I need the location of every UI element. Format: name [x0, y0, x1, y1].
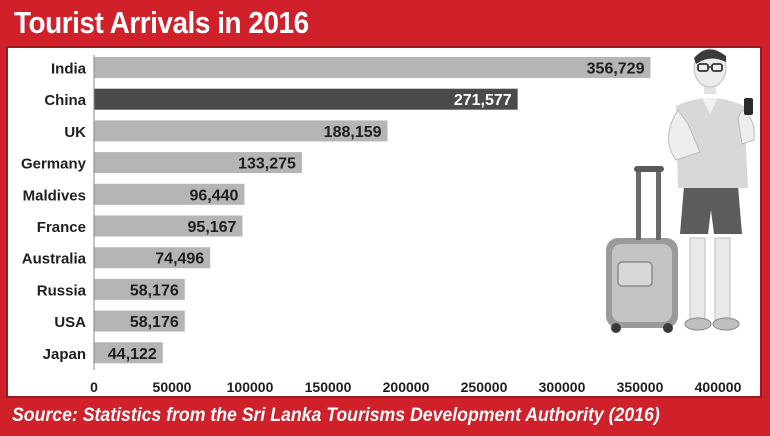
bar-japan — [94, 342, 163, 364]
x-tick-label: 400000 — [695, 379, 742, 395]
category-label: Australia — [22, 251, 87, 268]
data-label: 271,577 — [454, 92, 512, 109]
data-label: 58,176 — [130, 314, 179, 331]
x-tick-label: 100000 — [227, 379, 274, 395]
category-label: USA — [54, 314, 86, 331]
x-tick-label: 0 — [90, 379, 98, 395]
bar-australia — [94, 247, 211, 269]
bar-maldives — [94, 183, 245, 205]
data-label: 356,729 — [587, 61, 645, 78]
source-note: Source: Statistics from the Sri Lanka To… — [12, 405, 660, 426]
category-label: France — [37, 219, 86, 236]
category-label: Germany — [21, 156, 87, 173]
data-label: 74,496 — [155, 251, 204, 268]
bar-france — [94, 215, 243, 237]
bar-germany — [94, 152, 302, 174]
x-tick-label: 50000 — [153, 379, 192, 395]
bars-layer: India 356,729 China 271,577 UK 188,159 Germany… — [21, 57, 651, 364]
bar-usa — [94, 310, 185, 332]
x-tick-label: 300000 — [539, 379, 586, 395]
x-tick-label: 350000 — [617, 379, 664, 395]
x-tick-label: 150000 — [305, 379, 352, 395]
data-label: 188,159 — [324, 124, 382, 141]
category-label: Maldives — [23, 187, 86, 204]
category-label: UK — [64, 124, 86, 141]
category-label: China — [44, 92, 86, 109]
bar-uk — [94, 120, 388, 142]
data-label: 96,440 — [190, 187, 239, 204]
data-label: 44,122 — [108, 346, 157, 363]
bar-chart: India 356,729 China 271,577 UK 188,159 Germany… — [21, 48, 755, 395]
chart-panel: India 356,729 China 271,577 UK 188,159 Germany… — [6, 46, 762, 398]
tourist-with-suitcase-icon — [606, 48, 755, 333]
bar-china — [94, 88, 518, 110]
data-label: 95,167 — [188, 219, 237, 236]
chart-title: Tourist Arrivals in 2016 — [14, 5, 309, 40]
category-label: India — [51, 61, 87, 78]
x-tick-label: 200000 — [383, 379, 430, 395]
category-label: Japan — [43, 346, 86, 363]
bar-india — [94, 57, 651, 78]
x-tick-label: 250000 — [461, 379, 508, 395]
category-label: Russia — [37, 282, 87, 299]
data-label: 58,176 — [130, 282, 179, 299]
data-label: 133,275 — [238, 156, 296, 173]
x-axis: 0 50000 100000 150000 200000 250000 300000 3500… — [90, 55, 742, 395]
bar-russia — [94, 278, 185, 300]
